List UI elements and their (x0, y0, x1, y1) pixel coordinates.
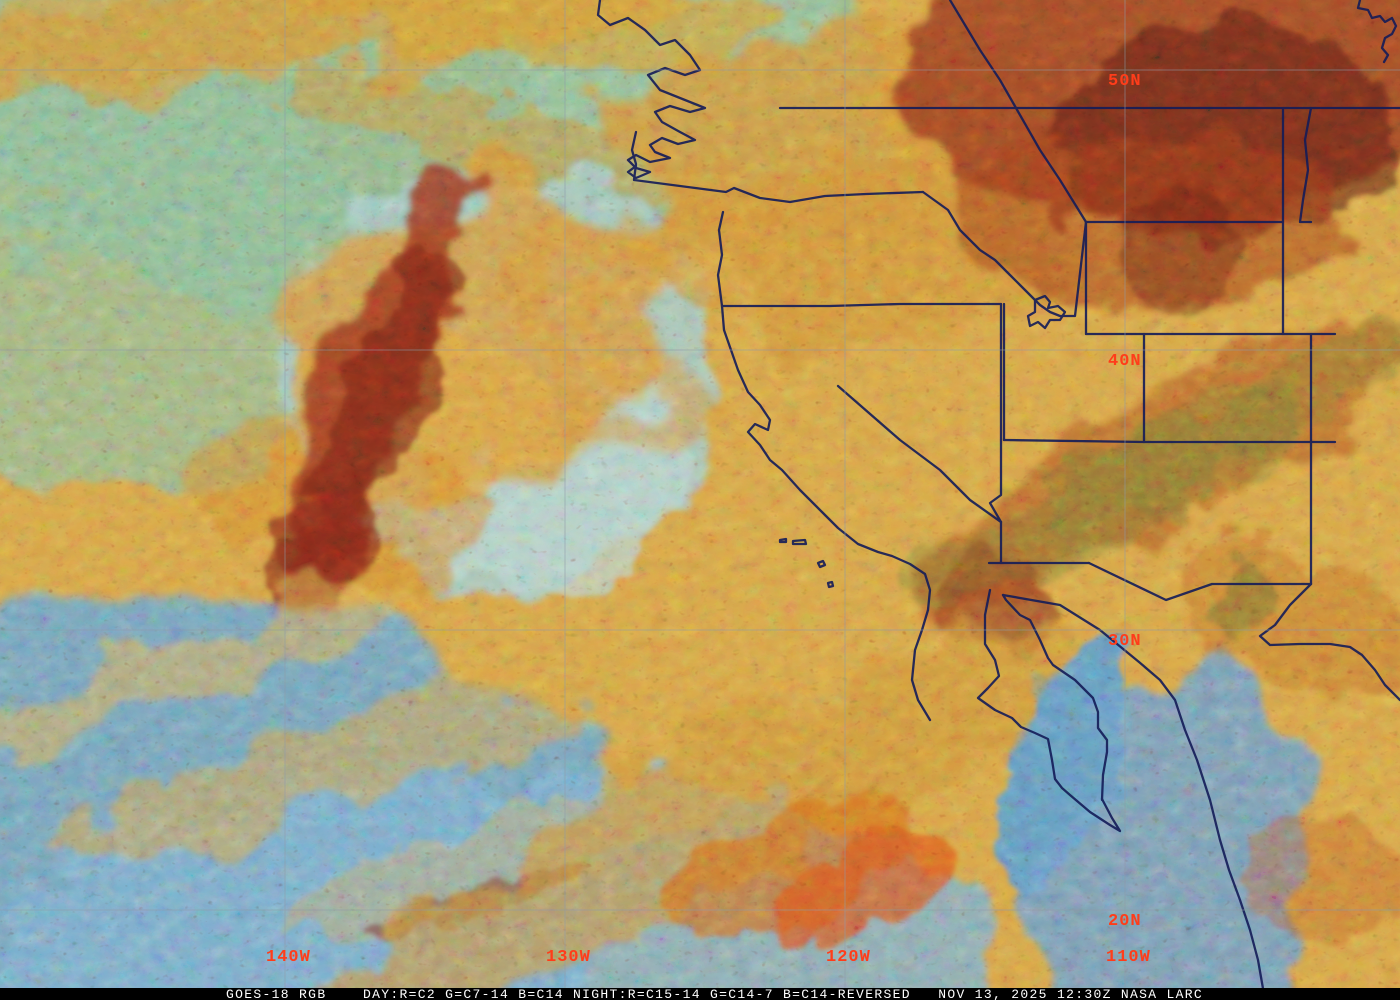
svg-text:140W: 140W (266, 948, 311, 967)
svg-text:130W: 130W (546, 948, 591, 967)
svg-text:120W: 120W (826, 948, 871, 967)
svg-text:30N: 30N (1108, 632, 1142, 651)
svg-text:40N: 40N (1108, 352, 1142, 371)
svg-text:110W: 110W (1106, 948, 1151, 967)
svg-text:50N: 50N (1108, 72, 1142, 91)
svg-text:20N: 20N (1108, 912, 1142, 931)
